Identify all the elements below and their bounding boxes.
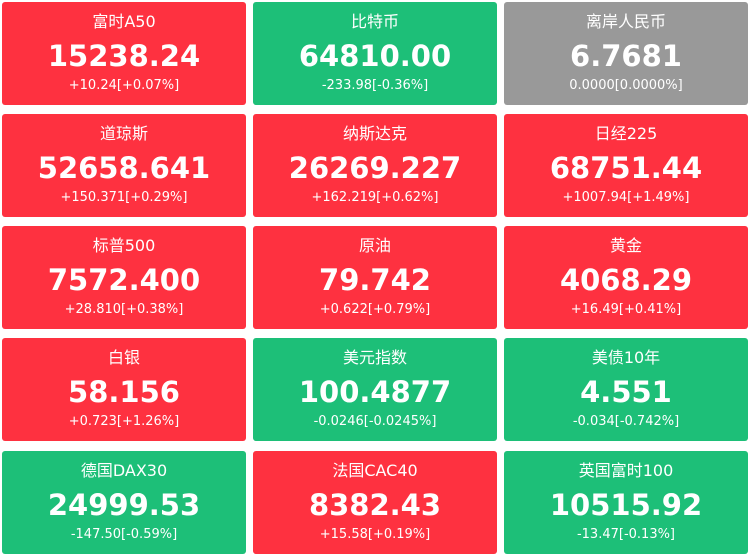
quote-tile[interactable]: 美元指数 100.4877 -0.0246[-0.0245%] bbox=[253, 338, 497, 441]
quote-change: +28.810[+0.38%] bbox=[64, 302, 184, 317]
quote-name: 法国CAC40 bbox=[332, 461, 418, 480]
quote-change: -13.47[-0.13%] bbox=[576, 527, 676, 542]
quote-name: 美元指数 bbox=[342, 348, 407, 367]
quote-price: 8382.43 bbox=[308, 488, 442, 522]
quote-price: 6.7681 bbox=[570, 39, 682, 73]
quote-change: -147.50[-0.59%] bbox=[70, 527, 178, 542]
quote-change: +0.622[+0.79%] bbox=[319, 302, 431, 317]
quote-price: 26269.227 bbox=[288, 151, 462, 185]
quote-name: 德国DAX30 bbox=[80, 461, 168, 480]
quote-change: +16.49[+0.41%] bbox=[570, 302, 682, 317]
quote-price: 68751.44 bbox=[549, 151, 703, 185]
quote-price: 64810.00 bbox=[298, 39, 452, 73]
quote-name: 富时A50 bbox=[92, 12, 156, 31]
quote-tile[interactable]: 纳斯达克 26269.227 +162.219[+0.62%] bbox=[253, 114, 497, 217]
quote-change: -0.0246[-0.0245%] bbox=[313, 414, 437, 429]
quote-price: 4.551 bbox=[580, 375, 672, 409]
quote-price: 100.4877 bbox=[298, 375, 452, 409]
quote-tile[interactable]: 道琼斯 52658.641 +150.371[+0.29%] bbox=[2, 114, 246, 217]
quote-tile[interactable]: 比特币 64810.00 -233.98[-0.36%] bbox=[253, 2, 497, 105]
quote-change: +150.371[+0.29%] bbox=[60, 190, 188, 205]
quote-tile[interactable]: 美债10年 4.551 -0.034[-0.742%] bbox=[504, 338, 748, 441]
quote-price: 79.742 bbox=[319, 263, 431, 297]
quote-name: 日经225 bbox=[594, 124, 658, 143]
quote-tile[interactable]: 标普500 7572.400 +28.810[+0.38%] bbox=[2, 226, 246, 329]
quote-name: 标普500 bbox=[92, 236, 156, 255]
quote-change: +1007.94[+1.49%] bbox=[562, 190, 690, 205]
quote-tile[interactable]: 黄金 4068.29 +16.49[+0.41%] bbox=[504, 226, 748, 329]
quote-tile[interactable]: 英国富时100 10515.92 -13.47[-0.13%] bbox=[504, 451, 748, 554]
quote-change: -233.98[-0.36%] bbox=[321, 78, 429, 93]
quote-price: 24999.53 bbox=[47, 488, 201, 522]
quote-change: +0.723[+1.26%] bbox=[68, 414, 180, 429]
quote-name: 英国富时100 bbox=[578, 461, 674, 480]
quote-tile[interactable]: 离岸人民币 6.7681 0.0000[0.0000%] bbox=[504, 2, 748, 105]
quote-name: 黄金 bbox=[609, 236, 642, 255]
quote-name: 离岸人民币 bbox=[585, 12, 666, 31]
quote-tile[interactable]: 日经225 68751.44 +1007.94[+1.49%] bbox=[504, 114, 748, 217]
quote-change: -0.034[-0.742%] bbox=[572, 414, 680, 429]
quote-name: 白银 bbox=[107, 348, 140, 367]
quote-tile[interactable]: 白银 58.156 +0.723[+1.26%] bbox=[2, 338, 246, 441]
quote-change: 0.0000[0.0000%] bbox=[569, 78, 683, 93]
quote-tile[interactable]: 法国CAC40 8382.43 +15.58[+0.19%] bbox=[253, 451, 497, 554]
quote-change: +15.58[+0.19%] bbox=[319, 527, 431, 542]
quote-name: 纳斯达克 bbox=[342, 124, 407, 143]
quote-price: 52658.641 bbox=[37, 151, 211, 185]
quote-name: 美债10年 bbox=[591, 348, 661, 367]
quote-name: 原油 bbox=[358, 236, 391, 255]
quote-tile[interactable]: 原油 79.742 +0.622[+0.79%] bbox=[253, 226, 497, 329]
quote-tile[interactable]: 富时A50 15238.24 +10.24[+0.07%] bbox=[2, 2, 246, 105]
quote-change: +10.24[+0.07%] bbox=[68, 78, 180, 93]
quote-change: +162.219[+0.62%] bbox=[311, 190, 439, 205]
quote-name: 道琼斯 bbox=[99, 124, 148, 143]
quote-tile[interactable]: 德国DAX30 24999.53 -147.50[-0.59%] bbox=[2, 451, 246, 554]
quote-price: 7572.400 bbox=[47, 263, 201, 297]
quote-price: 4068.29 bbox=[559, 263, 693, 297]
quote-price: 10515.92 bbox=[549, 488, 703, 522]
quote-price: 58.156 bbox=[68, 375, 180, 409]
quote-name: 比特币 bbox=[350, 12, 399, 31]
quote-price: 15238.24 bbox=[47, 39, 201, 73]
